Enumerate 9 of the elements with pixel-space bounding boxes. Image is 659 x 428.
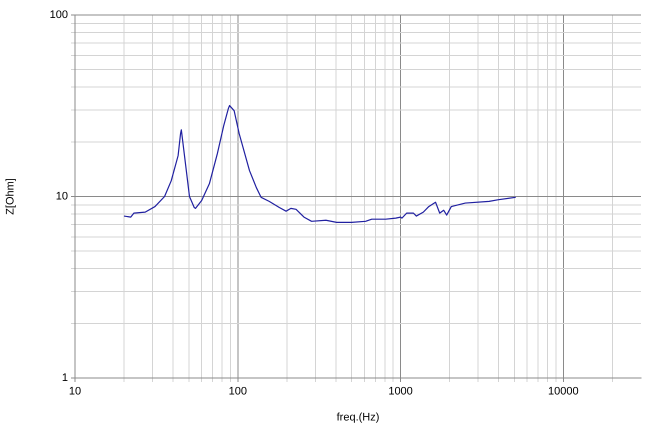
y-tick-label: 10: [56, 190, 68, 203]
x-tick-label: 100: [228, 386, 247, 398]
x-tick-label: 10000: [548, 386, 579, 398]
y-tick-label: 1: [62, 372, 68, 384]
x-axis-title: freq.(Hz): [336, 411, 380, 424]
x-tick-label: 10: [68, 386, 82, 398]
x-tick-label: 1000: [388, 386, 413, 398]
y-tick-label: 100: [50, 9, 68, 22]
y-axis-title: Z[Ohm]: [4, 178, 17, 215]
